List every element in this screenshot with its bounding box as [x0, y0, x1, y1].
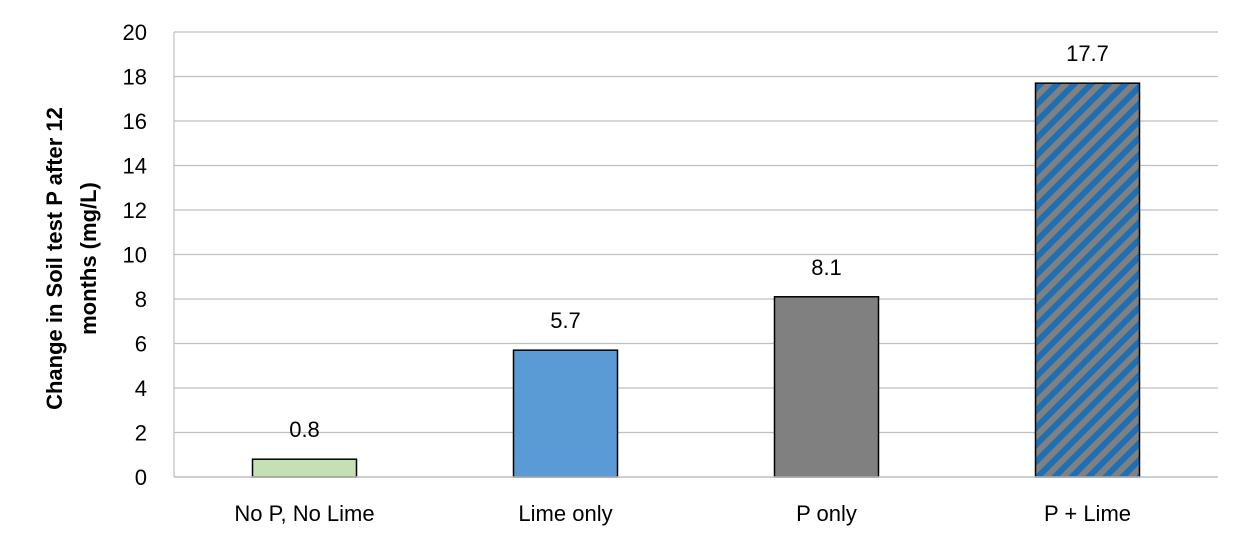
y-tick-label: 14	[123, 154, 147, 179]
axes	[173, 32, 1218, 478]
y-tick-label: 2	[135, 421, 147, 446]
y-tick-label: 10	[123, 243, 147, 268]
category-label: P + Lime	[1044, 501, 1131, 526]
y-axis-title-line: months (mg/L)	[76, 182, 101, 335]
y-tick-label: 8	[135, 287, 147, 312]
y-tick-label: 18	[123, 65, 147, 90]
bar	[512, 349, 619, 478]
y-tick-label: 0	[135, 465, 147, 490]
data-label: 5.7	[550, 308, 581, 333]
y-axis-title: Change in Soil test P after 12 months (mg…	[42, 107, 101, 410]
y-tick-label: 6	[135, 332, 147, 357]
bar	[773, 296, 880, 478]
bar	[251, 458, 358, 478]
data-label: 8.1	[811, 255, 842, 280]
bars	[251, 82, 1141, 478]
y-tick-label: 4	[135, 376, 147, 401]
category-label: P only	[796, 501, 857, 526]
category-label: Lime only	[518, 501, 612, 526]
data-label: 0.8	[289, 417, 320, 442]
y-tick-label: 20	[123, 20, 147, 45]
y-axis-title-line: Change in Soil test P after 12	[42, 107, 67, 410]
y-tick-label: 12	[123, 198, 147, 223]
category-label: No P, No Lime	[234, 501, 374, 526]
bar	[1034, 82, 1141, 478]
gridlines	[174, 31, 1218, 434]
data-label: 17.7	[1066, 41, 1109, 66]
labels: 0 2 4 6 8 10 12 14 16 18 20 0.8 No P, No Lime 5.7 Lime…	[42, 20, 1131, 526]
y-tick-label: 16	[123, 109, 147, 134]
